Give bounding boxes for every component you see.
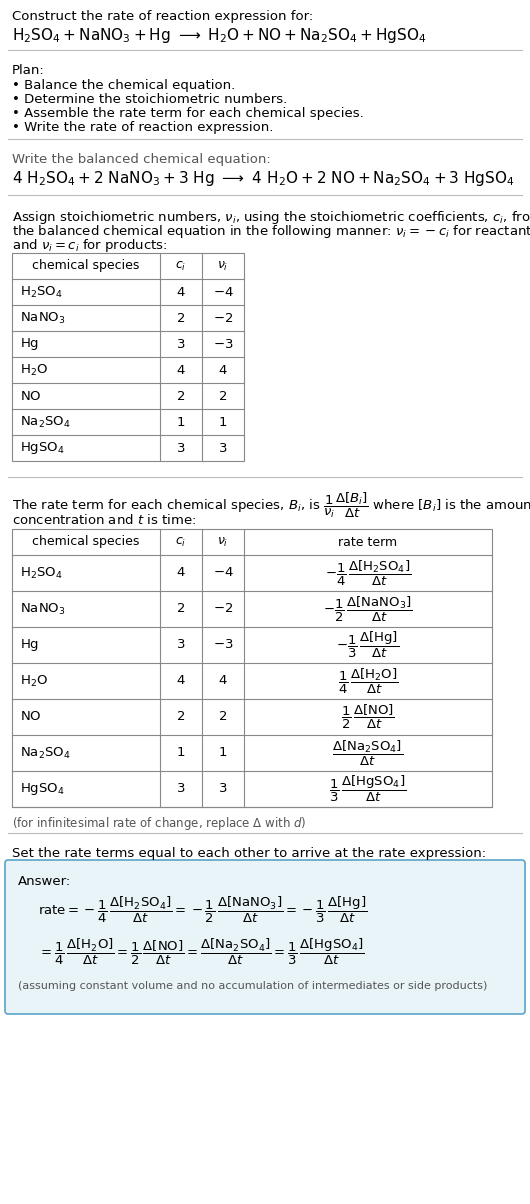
Text: $\dfrac{1}{4}\,\dfrac{\Delta[\mathrm{H_2O}]}{\Delta t}$: $\dfrac{1}{4}\,\dfrac{\Delta[\mathrm{H_2… xyxy=(338,666,398,696)
Text: $\dfrac{\Delta[\mathrm{Na_2SO_4}]}{\Delta t}$: $\dfrac{\Delta[\mathrm{Na_2SO_4}]}{\Delt… xyxy=(332,738,403,768)
Text: 2: 2 xyxy=(176,602,186,615)
Text: $-\dfrac{1}{4}\,\dfrac{\Delta[\mathrm{H_2SO_4}]}{\Delta t}$: $-\dfrac{1}{4}\,\dfrac{\Delta[\mathrm{H_… xyxy=(325,559,411,588)
Text: • Write the rate of reaction expression.: • Write the rate of reaction expression. xyxy=(12,120,273,134)
Text: 4: 4 xyxy=(177,567,185,579)
Text: $-3$: $-3$ xyxy=(213,337,233,350)
Text: 1: 1 xyxy=(176,746,186,760)
Text: $\mathrm{rate} = -\dfrac{1}{4}\,\dfrac{\Delta[\mathrm{H_2SO_4}]}{\Delta t} = -\d: $\mathrm{rate} = -\dfrac{1}{4}\,\dfrac{\… xyxy=(38,895,367,925)
Text: $-4$: $-4$ xyxy=(213,285,233,299)
Text: $c_i$: $c_i$ xyxy=(175,259,187,272)
Text: the balanced chemical equation in the following manner: $\nu_i = -c_i$ for react: the balanced chemical equation in the fo… xyxy=(12,223,530,240)
Text: $\mathrm{NaNO_3}$: $\mathrm{NaNO_3}$ xyxy=(20,311,66,325)
Text: Set the rate terms equal to each other to arrive at the rate expression:: Set the rate terms equal to each other t… xyxy=(12,846,486,860)
Text: 3: 3 xyxy=(176,638,186,651)
Text: $\nu_i$: $\nu_i$ xyxy=(217,536,228,549)
Text: $\mathrm{NaNO_3}$: $\mathrm{NaNO_3}$ xyxy=(20,602,66,616)
Text: $\mathrm{Hg}$: $\mathrm{Hg}$ xyxy=(20,637,39,653)
Text: $c_i$: $c_i$ xyxy=(175,536,187,549)
Text: 3: 3 xyxy=(219,783,227,796)
Text: The rate term for each chemical species, $B_i$, is $\dfrac{1}{\nu_i}\dfrac{\Delt: The rate term for each chemical species,… xyxy=(12,491,530,520)
FancyBboxPatch shape xyxy=(5,860,525,1014)
Text: Answer:: Answer: xyxy=(18,875,71,889)
Text: $\nu_i$: $\nu_i$ xyxy=(217,259,228,272)
Text: $\mathrm{Na_2SO_4}$: $\mathrm{Na_2SO_4}$ xyxy=(20,414,70,430)
Text: 4: 4 xyxy=(177,364,185,377)
Text: $= \dfrac{1}{4}\,\dfrac{\Delta[\mathrm{H_2O}]}{\Delta t} = \dfrac{1}{2}\,\dfrac{: $= \dfrac{1}{4}\,\dfrac{\Delta[\mathrm{H… xyxy=(38,937,365,967)
Text: 1: 1 xyxy=(176,415,186,429)
Text: 2: 2 xyxy=(176,312,186,325)
Text: 2: 2 xyxy=(219,390,227,402)
Text: • Assemble the rate term for each chemical species.: • Assemble the rate term for each chemic… xyxy=(12,107,364,120)
Text: 4: 4 xyxy=(177,674,185,687)
Text: chemical species: chemical species xyxy=(32,260,140,272)
Text: 4: 4 xyxy=(219,364,227,377)
Text: • Determine the stoichiometric numbers.: • Determine the stoichiometric numbers. xyxy=(12,93,287,106)
Text: 4: 4 xyxy=(219,674,227,687)
Text: concentration and $t$ is time:: concentration and $t$ is time: xyxy=(12,513,196,527)
Text: 1: 1 xyxy=(219,746,227,760)
Text: $\mathrm{H_2O}$: $\mathrm{H_2O}$ xyxy=(20,362,48,378)
Text: Write the balanced chemical equation:: Write the balanced chemical equation: xyxy=(12,153,271,166)
Text: Construct the rate of reaction expression for:: Construct the rate of reaction expressio… xyxy=(12,10,313,23)
Text: chemical species: chemical species xyxy=(32,536,140,549)
Text: 2: 2 xyxy=(176,390,186,402)
Text: $\mathrm{Na_2SO_4}$: $\mathrm{Na_2SO_4}$ xyxy=(20,745,70,761)
Text: Plan:: Plan: xyxy=(12,64,45,77)
Text: $\mathrm{H_2SO_4}$: $\mathrm{H_2SO_4}$ xyxy=(20,566,63,580)
Text: • Balance the chemical equation.: • Balance the chemical equation. xyxy=(12,79,235,92)
Text: $\mathrm{Hg}$: $\mathrm{Hg}$ xyxy=(20,336,39,352)
Text: $\mathrm{HgSO_4}$: $\mathrm{HgSO_4}$ xyxy=(20,439,65,456)
Text: (for infinitesimal rate of change, replace $\Delta$ with $d$): (for infinitesimal rate of change, repla… xyxy=(12,815,306,832)
Text: $\mathrm{NO}$: $\mathrm{NO}$ xyxy=(20,710,42,724)
Text: $\mathrm{NO}$: $\mathrm{NO}$ xyxy=(20,390,42,402)
Text: rate term: rate term xyxy=(339,536,398,549)
Text: and $\nu_i = c_i$ for products:: and $\nu_i = c_i$ for products: xyxy=(12,237,167,254)
Text: $\mathrm{H_2O}$: $\mathrm{H_2O}$ xyxy=(20,673,48,689)
Text: $-2$: $-2$ xyxy=(213,312,233,325)
Text: $-4$: $-4$ xyxy=(213,567,233,579)
Text: (assuming constant volume and no accumulation of intermediates or side products): (assuming constant volume and no accumul… xyxy=(18,981,488,991)
Text: $-2$: $-2$ xyxy=(213,602,233,615)
Text: $-3$: $-3$ xyxy=(213,638,233,651)
Text: $\dfrac{1}{3}\,\dfrac{\Delta[\mathrm{HgSO_4}]}{\Delta t}$: $\dfrac{1}{3}\,\dfrac{\Delta[\mathrm{HgS… xyxy=(329,774,407,804)
Text: 1: 1 xyxy=(219,415,227,429)
Text: $\dfrac{1}{2}\,\dfrac{\Delta[\mathrm{NO}]}{\Delta t}$: $\dfrac{1}{2}\,\dfrac{\Delta[\mathrm{NO}… xyxy=(341,703,395,731)
Text: 2: 2 xyxy=(219,710,227,724)
Text: Assign stoichiometric numbers, $\nu_i$, using the stoichiometric coefficients, $: Assign stoichiometric numbers, $\nu_i$, … xyxy=(12,209,530,226)
Text: 3: 3 xyxy=(176,337,186,350)
Text: $\mathrm{H_2SO_4 + NaNO_3 + Hg\ \longrightarrow\ H_2O + NO + Na_2SO_4 + HgSO_4}$: $\mathrm{H_2SO_4 + NaNO_3 + Hg\ \longrig… xyxy=(12,26,427,45)
Text: $-\dfrac{1}{2}\,\dfrac{\Delta[\mathrm{NaNO_3}]}{\Delta t}$: $-\dfrac{1}{2}\,\dfrac{\Delta[\mathrm{Na… xyxy=(323,595,413,624)
Text: 4: 4 xyxy=(177,285,185,299)
Text: 3: 3 xyxy=(219,442,227,454)
Text: 3: 3 xyxy=(176,442,186,454)
Text: $-\dfrac{1}{3}\,\dfrac{\Delta[\mathrm{Hg}]}{\Delta t}$: $-\dfrac{1}{3}\,\dfrac{\Delta[\mathrm{Hg… xyxy=(337,630,400,660)
Text: $\mathrm{HgSO_4}$: $\mathrm{HgSO_4}$ xyxy=(20,781,65,797)
Text: $\mathrm{4\ H_2SO_4 + 2\ NaNO_3 + 3\ Hg\ \longrightarrow\ 4\ H_2O + 2\ NO + Na_2: $\mathrm{4\ H_2SO_4 + 2\ NaNO_3 + 3\ Hg\… xyxy=(12,169,515,188)
Bar xyxy=(12,529,492,807)
Bar xyxy=(12,253,244,461)
Text: $\mathrm{H_2SO_4}$: $\mathrm{H_2SO_4}$ xyxy=(20,284,63,300)
Text: 3: 3 xyxy=(176,783,186,796)
Text: 2: 2 xyxy=(176,710,186,724)
